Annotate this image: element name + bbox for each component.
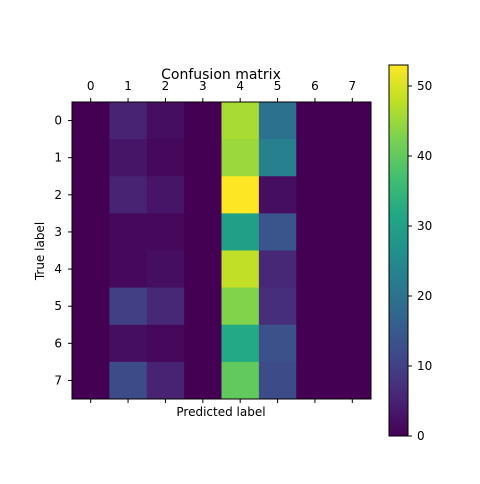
heatmap-cell [333, 213, 372, 251]
heatmap-cell [258, 250, 297, 289]
y-tick-label: 3 [54, 225, 62, 239]
x-axis-label: Predicted label [176, 405, 265, 419]
y-axis-label: True label [33, 222, 47, 281]
heatmap-cell [146, 250, 185, 289]
heatmap-cell [221, 324, 260, 363]
heatmap-cell [72, 361, 110, 400]
heatmap-cell [72, 102, 110, 140]
heatmap-cell [72, 250, 110, 289]
y-tick-label: 7 [54, 373, 62, 387]
heatmap-cell [109, 324, 148, 363]
heatmap-cell [333, 139, 372, 177]
heatmap-cell [72, 213, 110, 251]
heatmap-cell [296, 250, 335, 289]
heatmap-cell [221, 287, 260, 326]
heatmap-cell [184, 361, 222, 400]
heatmap-cell [184, 287, 222, 326]
heatmap-cell [146, 176, 185, 214]
heatmap-cell [296, 102, 335, 140]
heatmap-cell [258, 139, 297, 177]
heatmap-cell [146, 213, 185, 251]
x-tick-label: 4 [236, 79, 244, 93]
colorbar-tick-label: 10 [417, 359, 432, 373]
plot-frame [71, 101, 372, 400]
x-tick-label: 3 [199, 79, 207, 93]
heatmap-cell [221, 176, 260, 214]
heatmap-cell [258, 361, 297, 400]
heatmap-cell [258, 324, 297, 363]
heatmap-cell [258, 287, 297, 326]
heatmap-cell [221, 213, 260, 251]
heatmap-cell [184, 176, 222, 214]
x-tick-label: 5 [274, 79, 282, 93]
heatmap-cell [333, 361, 372, 400]
heatmap-cell [296, 361, 335, 400]
colorbar-tick-label: 20 [417, 289, 432, 303]
heatmap-cell [184, 139, 222, 177]
x-tick-label: 0 [87, 79, 95, 93]
heatmap-cell [109, 361, 148, 400]
colorbar [388, 64, 409, 437]
heatmap-cell [109, 139, 148, 177]
heatmap-cell [333, 102, 372, 140]
heatmap-cell [333, 324, 372, 363]
heatmap-cell [296, 213, 335, 251]
heatmap-cell [109, 250, 148, 289]
y-tick-labels: 0 1 2 3 4 5 6 7 [54, 114, 72, 387]
heatmap-cell [258, 102, 297, 140]
heatmap-cell [109, 176, 148, 214]
heatmap-cell [184, 102, 222, 140]
heatmap-cell [221, 102, 260, 140]
heatmap-cell [72, 287, 110, 326]
heatmap-cell [146, 287, 185, 326]
heatmap-cell [146, 361, 185, 400]
y-tick-label: 2 [54, 188, 62, 202]
chart-title: Confusion matrix [161, 67, 281, 83]
heatmap-cell [184, 324, 222, 363]
x-tick-label: 2 [162, 79, 170, 93]
y-tick-label: 0 [54, 114, 62, 128]
heatmap-cell [146, 324, 185, 363]
heatmap-cell [221, 250, 260, 289]
heatmap-cell [296, 139, 335, 177]
heatmap-cell [146, 102, 185, 140]
heatmap-cell [333, 176, 372, 214]
heatmap-cell [333, 287, 372, 326]
heatmap-cell [296, 176, 335, 214]
heatmap-cell [72, 176, 110, 214]
heatmap-cell [296, 287, 335, 326]
heatmap-cell [333, 250, 372, 289]
heatmap-cells [72, 102, 372, 400]
heatmap-cell [72, 139, 110, 177]
heatmap-cell [258, 213, 297, 251]
x-tick-labels: 0 1 2 3 4 5 6 7 [87, 79, 356, 403]
heatmap-cell [258, 176, 297, 214]
y-tick-label: 6 [54, 336, 62, 350]
heatmap-cell [184, 213, 222, 251]
y-tick-label: 1 [54, 151, 62, 165]
colorbar-tick-label: 40 [417, 149, 432, 163]
heatmap-cell [109, 213, 148, 251]
x-tick-label: 1 [124, 79, 132, 93]
colorbar-tick-labels: 0 10 20 30 40 50 [408, 79, 432, 443]
heatmap-cell [72, 324, 110, 363]
heatmap-cell [221, 361, 260, 400]
x-tick-label: 6 [311, 79, 319, 93]
heatmap-cell [146, 139, 185, 177]
colorbar-tick-label: 30 [417, 219, 432, 233]
heatmap-cell [109, 102, 148, 140]
heatmap-cell [221, 139, 260, 177]
heatmap-cell [296, 324, 335, 363]
y-tick-label: 4 [54, 262, 62, 276]
x-tick-label: 7 [348, 79, 356, 93]
y-tick-label: 5 [54, 299, 62, 313]
heatmap-cell [109, 287, 148, 326]
colorbar-tick-label: 0 [417, 429, 425, 443]
heatmap-cell [184, 250, 222, 289]
colorbar-tick-label: 50 [417, 79, 432, 93]
